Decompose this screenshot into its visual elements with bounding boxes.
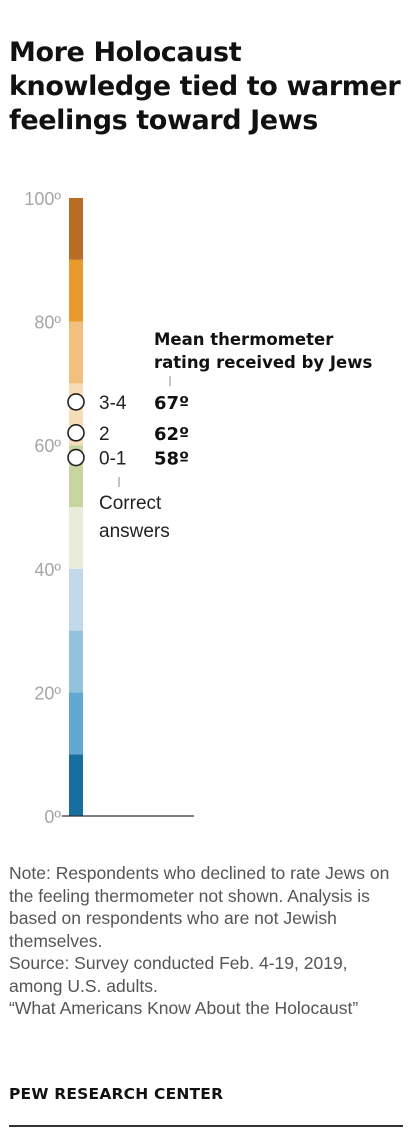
y-tick-label: 80º bbox=[34, 313, 61, 333]
notes: Note: Respondents who declined to rate J… bbox=[9, 862, 405, 1020]
point-group-label: 0-1 bbox=[99, 449, 126, 470]
data-point-3-4 bbox=[67, 393, 85, 411]
note-text: Note: Respondents who declined to rate J… bbox=[9, 863, 390, 951]
point-value-label: 67º bbox=[154, 393, 189, 414]
thermometer-chart: 100º 80º 60º 40º 20º 0º 3-4 67º 2 62º 0-1 58º Mean… bbox=[24, 189, 372, 827]
band-9 bbox=[69, 198, 83, 260]
group-label-line1: Correct bbox=[99, 493, 162, 514]
group-label-line2: answers bbox=[99, 521, 170, 542]
value-header-line1: Mean thermometer bbox=[154, 330, 334, 349]
brand-name: PEW RESEARCH CENTER bbox=[9, 1085, 224, 1103]
data-points: 3-4 67º 2 62º 0-1 58º bbox=[67, 393, 189, 470]
band-0 bbox=[69, 754, 83, 816]
band-8 bbox=[69, 259, 83, 322]
report-title: “What Americans Know About the Holocaust… bbox=[9, 998, 359, 1018]
bottom-rule bbox=[9, 1125, 403, 1127]
band-7 bbox=[69, 321, 83, 384]
chart-title: More Holocaust knowledge tied to warmer … bbox=[9, 37, 401, 136]
band-4 bbox=[69, 507, 83, 569]
band-3 bbox=[69, 568, 83, 631]
y-tick-label: 100º bbox=[24, 189, 61, 209]
source-text: Source: Survey conducted Feb. 4-19, 2019… bbox=[9, 953, 348, 996]
band-1 bbox=[69, 692, 83, 755]
point-group-label: 2 bbox=[99, 424, 110, 445]
band-2 bbox=[69, 630, 83, 693]
value-header-line2: rating received by Jews bbox=[154, 353, 372, 372]
y-tick-label: 60º bbox=[34, 436, 61, 456]
y-tick-label: 20º bbox=[34, 683, 61, 703]
point-value-label: 58º bbox=[154, 449, 189, 470]
data-point-0-1 bbox=[67, 448, 85, 467]
point-group-label: 3-4 bbox=[99, 393, 127, 414]
y-tick-label: 40º bbox=[34, 560, 61, 580]
thermometer-bands bbox=[69, 198, 83, 816]
data-point-2 bbox=[67, 424, 85, 442]
point-value-label: 62º bbox=[154, 424, 189, 445]
y-axis-ticks: 100º 80º 60º 40º 20º 0º bbox=[24, 189, 61, 827]
y-tick-label: 0º bbox=[44, 807, 61, 827]
